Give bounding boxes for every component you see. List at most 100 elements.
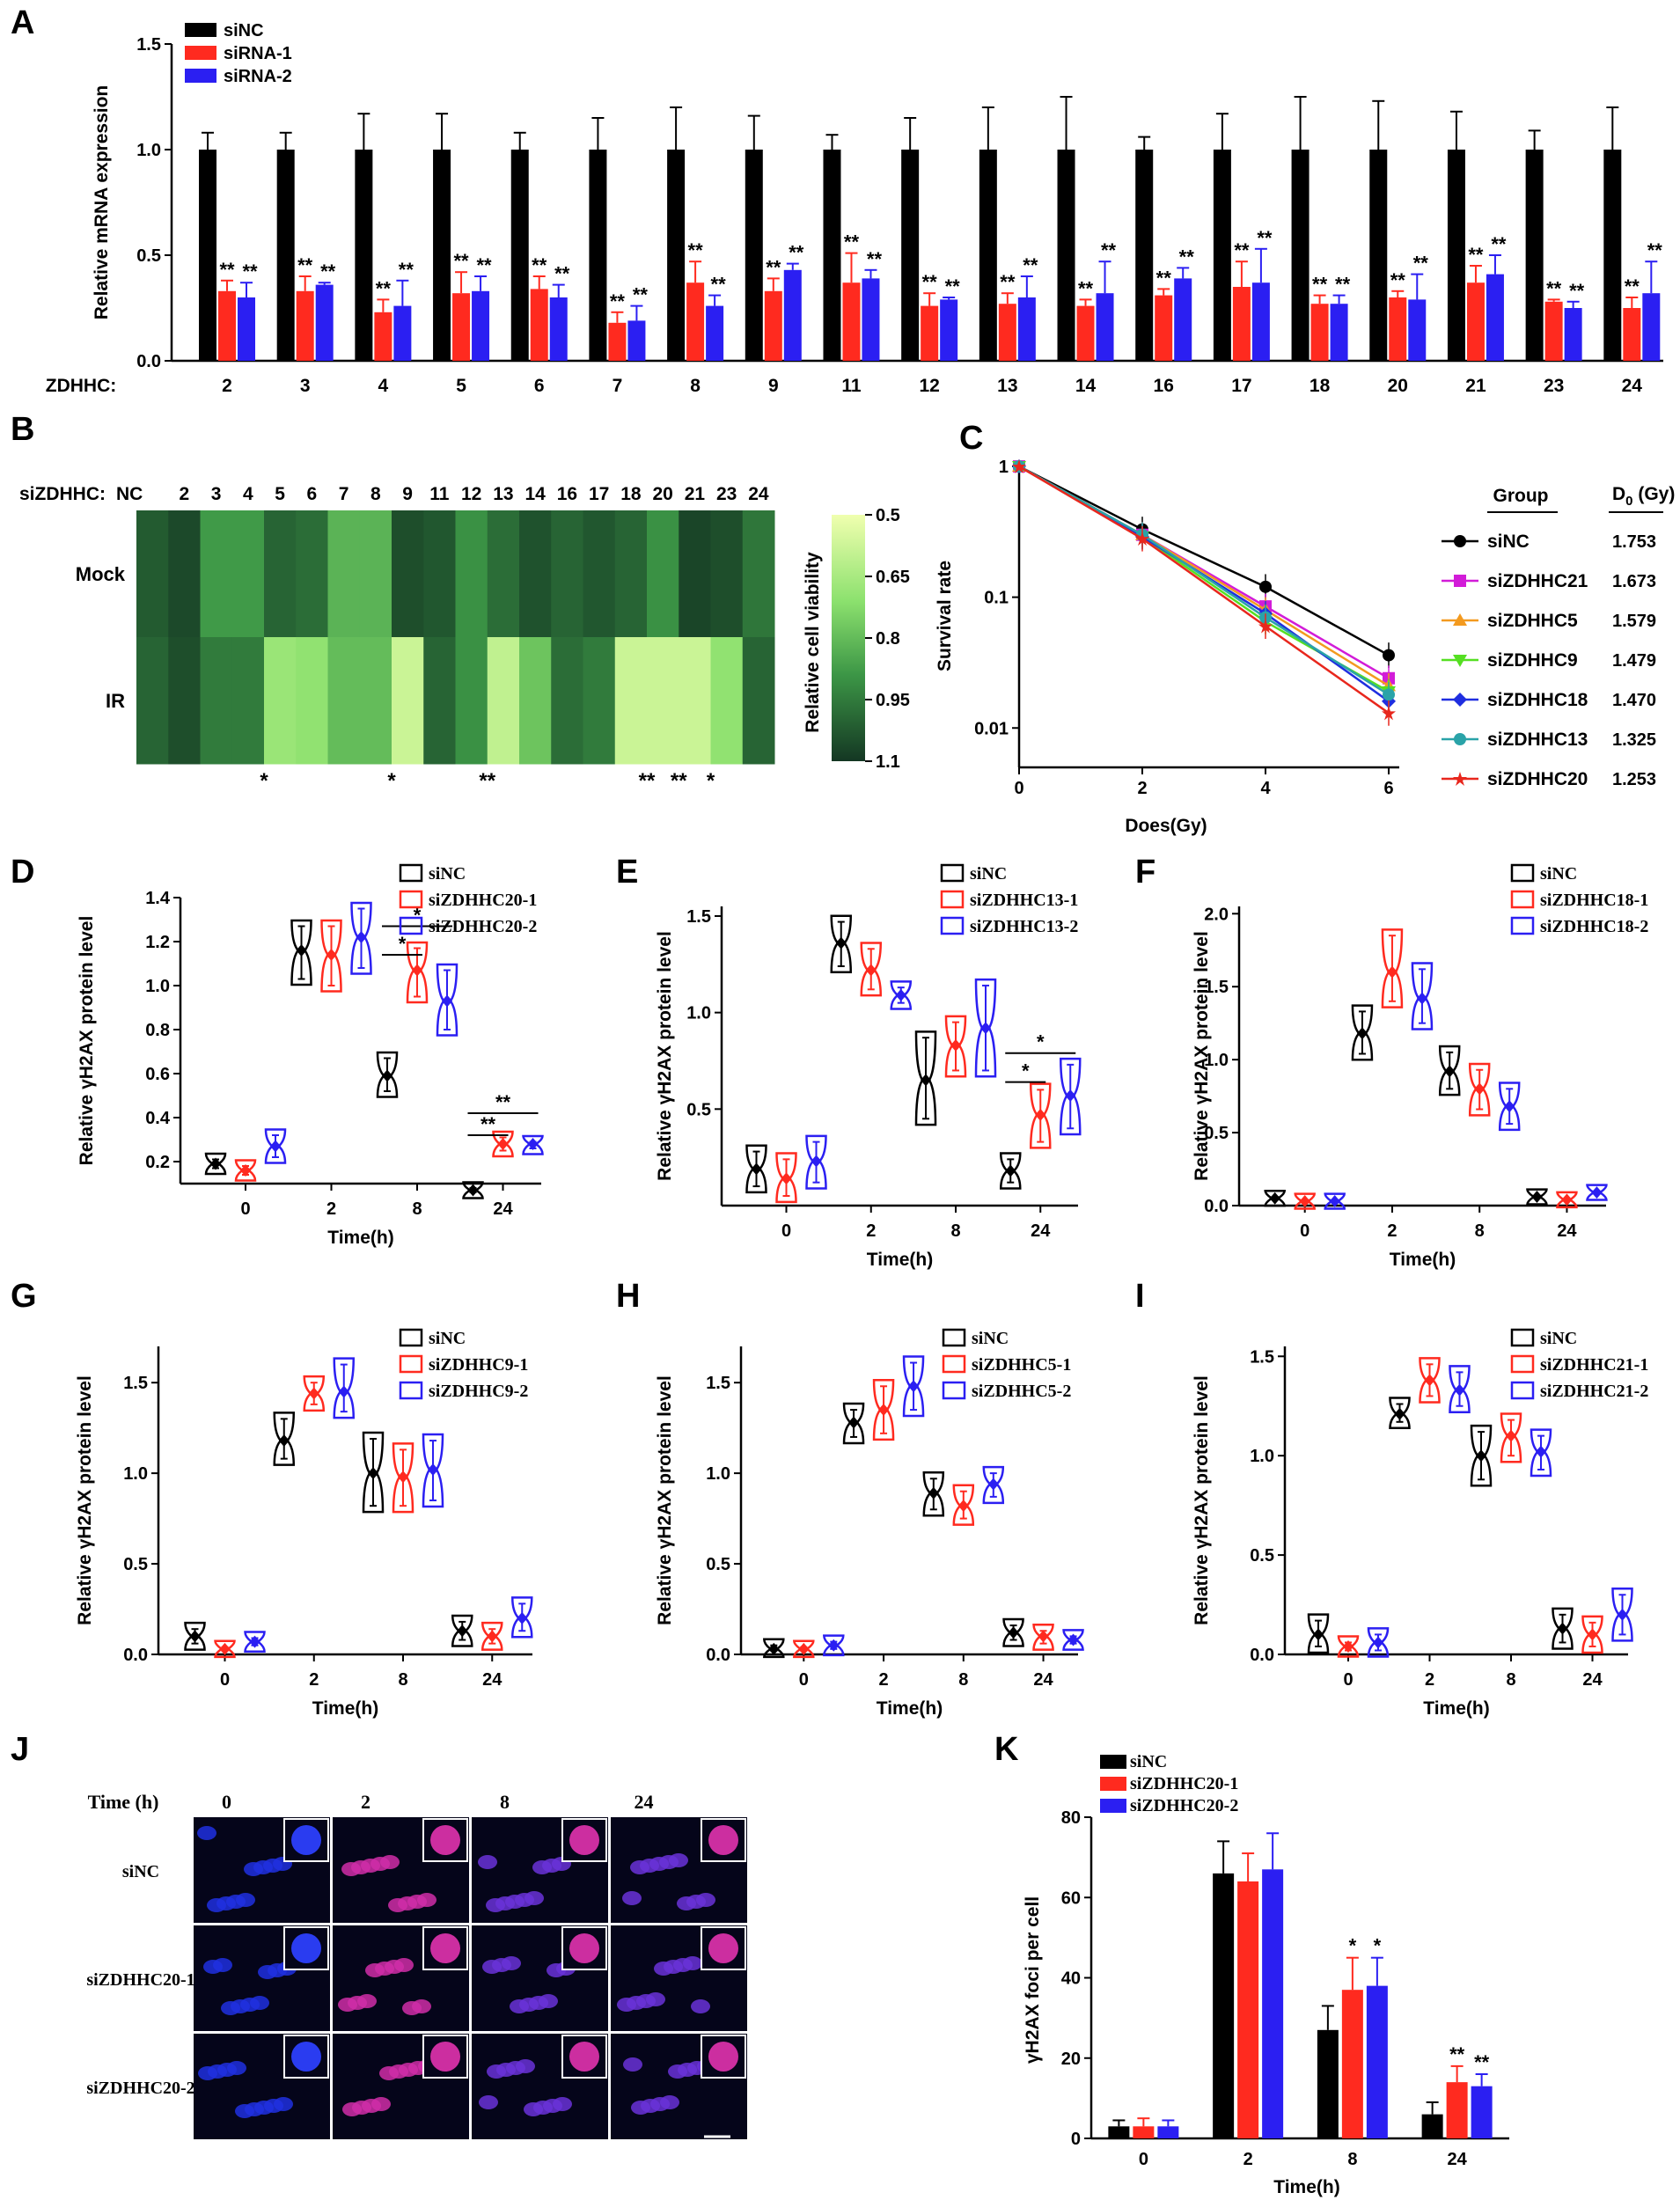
bar-siRNA-1 [296,290,314,361]
y-tick-label: 20 [1061,2050,1081,2069]
panel-j-microscopy-grid: Time (h) 0 2 8 24 siNC siZDHHC20-1 siZDHHC20-2 [86,1791,747,2139]
mean-marker [848,1416,860,1429]
mean-marker [457,1624,468,1638]
d0-unit: (Gy) [1633,484,1676,504]
y-tick-label: 1.0 [123,1464,148,1484]
panel-letter-j: J [11,1731,29,1768]
series-line-siZDHHC20 [1018,465,1390,715]
mean-marker [487,1630,498,1643]
significance-mark: * [399,933,407,955]
significance-mark: ** [711,274,727,296]
x-tick-label: 7 [613,376,623,396]
column-label: 11 [429,484,450,504]
mean-marker [751,1162,762,1176]
panel-letter-b: B [11,411,34,448]
heatmap-cell [583,510,616,638]
mean-marker [957,1500,969,1513]
x-axis-label: Time(h) [1390,1250,1456,1270]
bar-siNC [199,150,216,361]
legend-swatch [1100,1777,1126,1791]
significance-mark: ** [297,254,313,276]
panel-i-violin-plot: 0.0 0.5 1.0 1.5 Relative γH2AX protein level… [1192,1328,1648,1719]
legend-swatch [1510,1381,1535,1400]
nucleus [660,2095,679,2109]
inset-nucleus [708,1825,738,1855]
legend-label: siNC [1487,532,1530,552]
marker [1383,688,1395,701]
mean-marker [1536,1445,1546,1458]
mean-marker [1269,1192,1280,1205]
x-axis-label: ZDHHC: [46,376,116,396]
column-label: 14 [525,484,546,504]
bar-siNC [355,150,373,361]
microscopy-title: Time (h) [88,1791,159,1813]
significance-mark: ** [1625,275,1640,297]
significance-mark: ** [399,259,414,281]
legend-label: siNC [429,864,466,884]
heatmap-cell [583,637,616,765]
bar-siRNA-1 [1232,287,1251,361]
y-tick-label: 0.5 [706,1555,730,1574]
bar-siRNA-1 [1076,305,1095,361]
y-tick-label: 0.1 [984,589,1009,608]
bar-siNC [979,150,997,361]
heatmap-cell [264,637,297,765]
panel-letter-e: E [616,854,638,891]
legend-label: siZDHHC5 [1487,611,1578,631]
significance-mark: ** [844,231,860,253]
y-tick-label: 1.0 [136,141,161,160]
bar-siRNA-2 [549,297,568,361]
panel-f-violin-plot: 0.0 0.5 1.0 1.5 2.0 Relative γH2AX protein le… [1192,863,1648,1270]
heatmap-cell [551,637,583,765]
x-tick-label: 24 [1557,1221,1577,1241]
significance-mark: ** [242,260,258,282]
legend-label: siZDHHC21-2 [1540,1382,1648,1401]
heatmap-cell [359,637,392,765]
heatmap-cell [359,510,392,638]
mean-marker [326,949,337,961]
legend-label: siNC [224,21,264,40]
significance-mark: ** [1101,239,1117,261]
mean-marker [768,1642,780,1655]
significance-mark: ** [1335,274,1351,296]
bar-siNC [1421,2114,1443,2138]
nucleus [274,2097,293,2111]
column-label: 6 [307,484,318,504]
x-axis-label: Time(h) [1423,1698,1489,1719]
panel-letter-c: C [959,420,983,457]
heatmap-cell [392,510,424,638]
nucleus [412,1999,431,2013]
y-tick-label: 1.5 [123,1374,148,1393]
nucleus [236,1893,255,1907]
y-tick-label: 1.0 [145,977,170,996]
significance-mark: ** [1546,277,1562,299]
column-label: 24 [635,1791,654,1813]
row-label: Mock [76,563,126,585]
y-tick-label: 60 [1061,1888,1081,1908]
mean-marker [1035,1108,1046,1121]
mean-marker [368,1467,378,1480]
nucleus [213,1958,232,1972]
x-tick-label: 24 [1031,1221,1051,1241]
significance-mark: ** [867,248,883,270]
bar-siRNA-2 [862,278,880,361]
d0-value: 1.673 [1612,572,1656,591]
mean-marker [1373,1636,1383,1649]
y-axis-label: Relative γH2AX protein level [1192,931,1212,1181]
nucleus [691,1999,710,2013]
y-tick-label: 0.0 [136,352,161,371]
heatmap-cell [136,637,169,765]
heatmap-cell [710,637,744,765]
x-tick-label: 4 [378,376,389,396]
marker [1453,772,1467,786]
significance-mark: ** [532,254,547,276]
y-axis-label: Relative γH2AX protein level [77,916,97,1166]
y-tick-label: 1.5 [136,35,161,55]
x-tick-label: 2 [878,1670,888,1690]
significance-mark: ** [1468,244,1484,266]
panel-letter-g: G [11,1278,37,1315]
legend-swatch [1100,1755,1126,1769]
column-label: 7 [339,484,349,504]
mean-marker [1587,1628,1598,1641]
